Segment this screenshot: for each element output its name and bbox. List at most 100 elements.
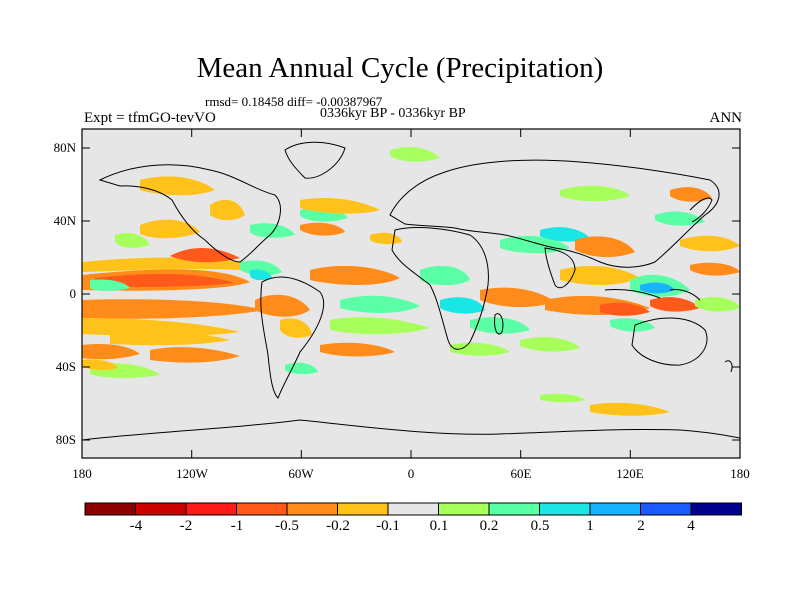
colorbar-label: -0.1 — [376, 518, 400, 534]
map-title: Mean Annual Cycle (Precipitation) — [196, 52, 604, 84]
colorbar-label: -1 — [230, 518, 244, 534]
colorbar-label: 1 — [586, 518, 594, 534]
anomaly-region — [250, 223, 295, 238]
anomaly-region — [540, 393, 585, 403]
x-tick-label: 120E — [616, 466, 644, 481]
colorbar-label: -0.5 — [275, 518, 299, 534]
colorbar-label: 0.2 — [479, 518, 499, 534]
coastline-south-america — [260, 276, 325, 399]
anomaly-region — [255, 294, 310, 317]
anomaly-region — [280, 318, 312, 338]
anomaly-region — [310, 265, 400, 285]
anomaly-region — [300, 198, 380, 214]
anomaly-region — [640, 282, 675, 294]
coastline-antarctica — [82, 419, 740, 441]
colorbar-label: 2 — [637, 518, 645, 534]
colorbar-box — [438, 502, 490, 516]
colorbar-label: 4 — [687, 518, 695, 534]
coastline-madagascar — [494, 313, 504, 335]
x-tick-label: 180 — [730, 466, 750, 481]
y-tick-label: 80S — [55, 432, 76, 447]
anomaly-region — [560, 265, 640, 285]
anomaly-region — [420, 265, 470, 286]
colorbar-label: -0.2 — [326, 518, 350, 534]
anomaly-region — [690, 262, 740, 276]
anomaly-region — [480, 287, 555, 308]
y-tick-marks — [82, 147, 740, 441]
colorbar-box — [690, 502, 742, 516]
anomaly-region — [540, 227, 590, 242]
anomaly-region — [95, 273, 235, 287]
colorbar — [84, 502, 742, 516]
colorbar-box — [640, 502, 692, 516]
colorbar-box — [337, 502, 389, 516]
anomaly-region — [695, 297, 740, 312]
anomaly-region — [560, 185, 630, 202]
anomaly-region — [340, 295, 420, 313]
anomaly-region — [670, 187, 712, 202]
colorbar-label: 0.5 — [530, 518, 550, 534]
anomaly-region — [470, 317, 530, 334]
colorbar-box — [539, 502, 591, 516]
colorbar-label: 0.1 — [429, 518, 449, 534]
coastline-japan — [689, 197, 713, 223]
anomaly-region — [90, 279, 130, 291]
anomaly-region — [440, 297, 485, 314]
colorbar-box — [488, 502, 540, 516]
anomaly-region — [320, 342, 395, 357]
x-tick-marks — [81, 129, 741, 458]
anomaly-region — [390, 147, 440, 162]
coastline-north-america — [98, 164, 281, 263]
period-line: 0336kyr BP - 0336kyr BP — [320, 106, 466, 121]
colorbar-box — [589, 502, 641, 516]
anomaly-region — [170, 247, 240, 263]
colorbar-box — [84, 502, 136, 516]
colorbar-label: -4 — [129, 518, 143, 534]
colorbar-box — [236, 502, 288, 516]
anomaly-region — [82, 344, 140, 360]
colorbar-box — [135, 502, 187, 516]
y-tick-label: 40N — [53, 213, 76, 228]
y-tick-label: 40S — [55, 359, 76, 374]
coastline-greenland — [284, 141, 346, 179]
anomaly-region — [110, 330, 230, 346]
anomaly-region — [115, 233, 150, 248]
coastline-india — [544, 247, 576, 289]
anomaly-region — [650, 297, 700, 312]
anomaly-region — [82, 359, 118, 371]
x-tick-label: 120W — [176, 466, 208, 481]
anomaly-region — [82, 299, 265, 319]
anomaly-region — [590, 402, 670, 416]
coastlines — [82, 141, 740, 441]
precip-anomaly-field — [82, 147, 740, 416]
coastline-new-zealand — [724, 360, 733, 373]
colorbar-box — [286, 502, 338, 516]
anomaly-region — [680, 235, 740, 252]
anomaly-region — [150, 347, 240, 363]
season-label: ANN — [709, 110, 743, 126]
anomaly-region — [520, 337, 580, 352]
x-tick-label: 60E — [510, 466, 532, 481]
anomaly-region — [250, 269, 272, 281]
anomaly-region — [210, 199, 245, 221]
x-tick-label: 60W — [288, 466, 314, 481]
anomaly-region — [140, 176, 215, 196]
colorbar-box — [387, 502, 439, 516]
anomaly-region — [330, 317, 430, 335]
experiment-label: Expt = tfmGO-tevVO — [84, 110, 216, 126]
anomaly-region — [600, 302, 650, 316]
anomaly-region — [140, 219, 200, 239]
anomaly-region — [450, 342, 510, 356]
x-tick-label: 180 — [72, 466, 92, 481]
y-tick-label: 0 — [69, 286, 77, 301]
colorbar-label: -2 — [179, 518, 193, 534]
coastline-africa — [391, 227, 489, 350]
stats-line: rmsd= 0.18458 diff= -0.00387967 — [205, 94, 383, 109]
y-tick-label: 80N — [53, 140, 76, 155]
coastline-indonesia — [604, 289, 701, 301]
colorbar-box — [185, 502, 237, 516]
anomaly-region — [575, 236, 635, 258]
coastline-europe-asia — [389, 159, 720, 268]
x-tick-label: 0 — [407, 466, 415, 481]
